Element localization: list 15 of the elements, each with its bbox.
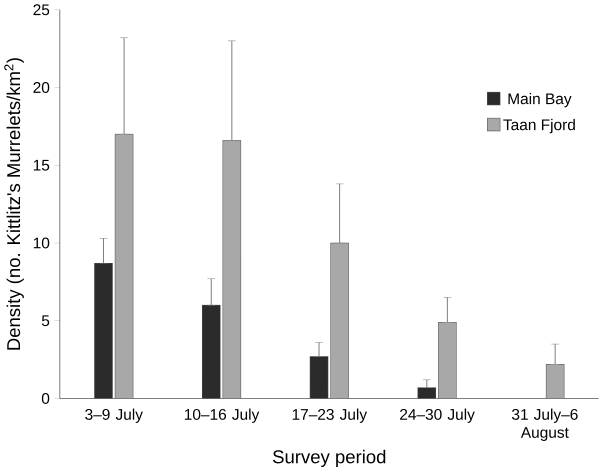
- y-tick-label: 15: [34, 160, 50, 170]
- legend-label: Main Bay: [508, 92, 572, 108]
- x-tick-label: 10–16 July: [184, 408, 260, 423]
- y-tick-label: 5: [42, 315, 50, 326]
- y-tick-label: 25: [33, 4, 50, 16]
- x-tick-label: 3–9 July: [85, 408, 143, 423]
- y-tick-label: 10: [34, 237, 50, 248]
- x-tick-label: 17–23 July: [292, 408, 368, 423]
- legend-label: Taan Fjord: [503, 118, 575, 134]
- y-axis-title: Density (no. Kittlitz's Murrelets/km$^{2}$): [4, 58, 24, 350]
- x-axis-title: Survey period: [273, 450, 386, 467]
- x-tick-label: 24–30 July: [400, 408, 475, 423]
- y-tick-label: 20: [33, 82, 50, 93]
- x-tick-label: 31 July–6 August: [512, 408, 578, 441]
- y-tick-label: 0: [42, 392, 50, 404]
